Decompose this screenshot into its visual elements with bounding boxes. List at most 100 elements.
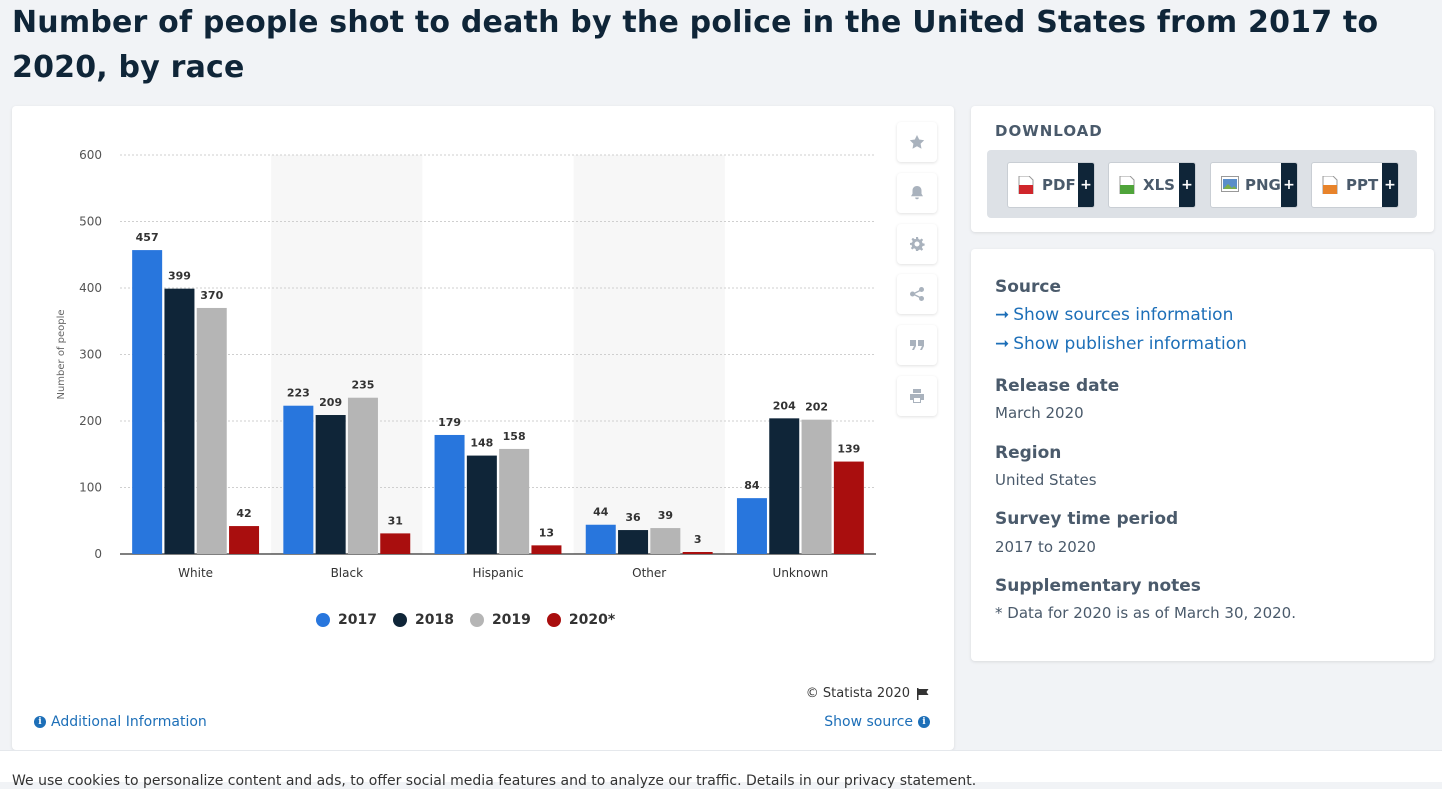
share-icon — [910, 287, 924, 301]
cite-button[interactable] — [897, 325, 937, 365]
notification-button[interactable] — [897, 173, 937, 213]
download-bar: PDF + XLS + PNG + PPT + — [987, 150, 1417, 218]
show-sources-link[interactable]: ➞ Show sources information — [995, 305, 1233, 325]
download-card: DOWNLOAD PDF + XLS + PNG + P — [971, 106, 1434, 232]
plus-icon: + — [1281, 163, 1297, 207]
print-button[interactable] — [897, 376, 937, 416]
data-label: 179 — [438, 416, 461, 429]
x-tick-label: Unknown — [773, 566, 829, 580]
supplementary-notes-value: * Data for 2020 is as of March 30, 2020. — [995, 604, 1296, 622]
bar — [380, 533, 411, 554]
download-label: PDF — [1042, 176, 1076, 194]
x-tick-label: Black — [331, 566, 364, 580]
bar — [531, 545, 562, 554]
chart-card: 0 100 200 300 400 500 600 Number of people 457 39… — [12, 106, 954, 750]
bar — [499, 448, 530, 554]
data-label: 158 — [503, 430, 526, 443]
y-axis-label: Number of people — [56, 309, 67, 399]
bar — [833, 461, 864, 554]
show-source-link[interactable]: Show source i — [824, 714, 930, 730]
region-value: United States — [995, 471, 1097, 489]
data-label: 204 — [773, 399, 796, 412]
bar — [434, 434, 465, 554]
data-label: 209 — [319, 396, 342, 409]
bar — [650, 528, 681, 554]
legend-label: 2020* — [568, 612, 616, 628]
bookmark-button[interactable] — [897, 122, 937, 162]
bar — [585, 524, 616, 554]
release-date-value: March 2020 — [995, 404, 1084, 422]
arrow-right-icon: ➞ — [995, 334, 1010, 354]
download-png-button[interactable]: PNG + — [1210, 162, 1298, 208]
png-file-icon — [1221, 176, 1239, 194]
cookie-banner: We use cookies to personalize content an… — [0, 750, 1442, 789]
x-tick-label: White — [178, 566, 213, 580]
legend-marker — [469, 613, 484, 627]
download-label: PPT — [1346, 176, 1379, 194]
y-tick-label: 300 — [79, 348, 102, 362]
bell-icon — [911, 186, 923, 200]
data-label: 39 — [658, 509, 673, 522]
data-label: 36 — [625, 511, 641, 524]
data-label: 457 — [136, 231, 159, 244]
y-tick-label: 100 — [79, 481, 102, 495]
data-label: 202 — [805, 401, 828, 414]
download-ppt-button[interactable]: PPT + — [1311, 162, 1399, 208]
quote-icon — [910, 340, 924, 350]
pdf-file-icon — [1018, 175, 1034, 195]
bar — [164, 288, 195, 554]
share-button[interactable] — [897, 274, 937, 314]
download-xls-button[interactable]: XLS + — [1108, 162, 1196, 208]
download-label: PNG — [1245, 176, 1281, 194]
download-label: XLS — [1143, 176, 1175, 194]
flag-icon[interactable] — [916, 687, 930, 700]
bar — [229, 526, 260, 554]
settings-button[interactable] — [897, 224, 937, 264]
star-icon — [909, 135, 925, 149]
data-label: 223 — [287, 387, 310, 400]
legend-item-2017[interactable]: 2017 — [316, 612, 377, 628]
bar — [618, 530, 649, 554]
region-heading: Region — [995, 443, 1062, 463]
show-sources-label: Show sources information — [1013, 305, 1234, 325]
legend-marker — [546, 613, 561, 627]
bar — [196, 307, 227, 554]
bar — [736, 498, 767, 554]
bar — [132, 250, 163, 554]
statistic-details-card: Source ➞ Show sources information ➞ Show… — [971, 249, 1434, 661]
gear-icon — [910, 237, 925, 251]
cookie-text: We use cookies to personalize content an… — [12, 773, 977, 789]
page-title: Number of people shot to death by the po… — [12, 5, 1379, 85]
show-publisher-label: Show publisher information — [1013, 334, 1247, 354]
bar — [682, 552, 713, 554]
source-heading: Source — [995, 277, 1062, 297]
additional-info-label: Additional Information — [51, 714, 207, 730]
plus-icon: + — [1078, 163, 1094, 207]
show-publisher-link[interactable]: ➞ Show publisher information — [995, 334, 1247, 354]
data-label: 148 — [470, 437, 493, 450]
additional-info-link[interactable]: i Additional Information — [34, 714, 207, 730]
release-date-heading: Release date — [995, 376, 1120, 396]
download-title: DOWNLOAD — [995, 122, 1103, 140]
data-label: 399 — [168, 270, 191, 283]
data-label: 3 — [694, 533, 702, 546]
bar — [315, 415, 346, 554]
download-pdf-button[interactable]: PDF + — [1007, 162, 1095, 208]
bar — [801, 419, 832, 554]
data-label: 13 — [539, 526, 554, 539]
data-label: 235 — [351, 379, 374, 392]
y-tick-label: 200 — [79, 414, 102, 428]
x-tick-label: Other — [632, 566, 666, 580]
legend-label: 2017 — [338, 612, 377, 628]
bar — [347, 397, 378, 554]
data-label: 370 — [200, 289, 223, 302]
bar-chart: 0 100 200 300 400 500 600 Number of people 457 39… — [56, 148, 876, 580]
data-label: 42 — [236, 507, 251, 520]
bar — [283, 405, 314, 554]
legend-item-2018[interactable]: 2018 — [392, 612, 454, 628]
legend-item-2019[interactable]: 2019 — [469, 612, 531, 628]
info-icon: i — [918, 716, 930, 728]
copyright-text: © Statista 2020 — [805, 686, 910, 701]
legend-item-2020[interactable]: 2020* — [546, 612, 616, 628]
info-icon: i — [34, 716, 46, 728]
